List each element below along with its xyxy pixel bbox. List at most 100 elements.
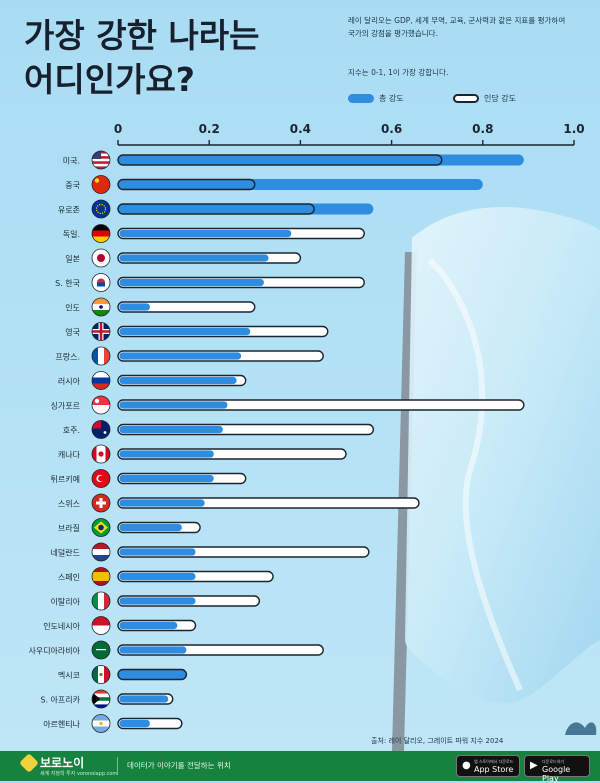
play-icon: ▶ (530, 760, 538, 771)
flag-icon-tr (92, 469, 110, 488)
flag-icon-gb (92, 322, 110, 341)
category-label: 러시아 (58, 376, 81, 386)
flag-icon-au (92, 420, 110, 439)
bar-total (119, 719, 150, 728)
legend-label-per-capita: 인당 강도 (484, 94, 516, 103)
flag-icon-ca (92, 445, 110, 463)
bar-total (119, 376, 237, 385)
flag-icon-us (92, 151, 110, 169)
bar-per-capita (117, 203, 315, 215)
x-tick-label: 0.4 (290, 122, 311, 136)
category-label: 튀르키예 (51, 474, 80, 484)
flag-outline (91, 322, 111, 341)
flag-outline (91, 248, 111, 268)
category-label: 싱가포르 (51, 401, 80, 411)
flag-icon-fr (92, 347, 110, 365)
bar-total (119, 597, 196, 605)
source-note: 출처: 레이 달리오, 그레이트 파워 지수 2024 (371, 737, 504, 745)
x-tick-label: 0.6 (381, 122, 402, 136)
bar-total (119, 425, 223, 434)
flag-icon-cn (92, 175, 110, 194)
bar-total (119, 352, 242, 360)
flag-outline (91, 542, 111, 562)
bar-total (119, 303, 150, 311)
flag-outline (91, 714, 111, 733)
flag-outline (91, 224, 111, 243)
bar-per-capita (117, 154, 443, 166)
category-label: S. 한국 (55, 279, 80, 288)
scale-note: 지수는 0-1, 1이 가장 강합니다. (348, 68, 449, 77)
app-store-label: App Store (474, 765, 514, 774)
flag-outline (91, 150, 111, 170)
flag-icon-jp (92, 249, 110, 267)
bar-total (119, 278, 264, 287)
category-label: 이탈리아 (51, 597, 81, 607)
legend-item-total: 총 강도 (348, 93, 404, 104)
flag-outline (91, 175, 111, 194)
methodology-note: 레이 달리오는 GDP, 세계 무역, 교육, 군사력과 같은 지표를 평가하여… (348, 14, 588, 40)
flag-icon-id (92, 616, 110, 635)
category-label: 브라질 (58, 524, 80, 533)
flag-outline (91, 371, 111, 390)
flag-icon-sg (92, 396, 110, 414)
category-label: 인도 (65, 303, 80, 313)
flag-outline (91, 444, 111, 464)
app-store-button[interactable]: ● 앱 스토어에서 다운로드 App Store (456, 755, 520, 777)
brand-name: 보로노이 (40, 756, 85, 770)
bar-total (119, 327, 251, 336)
flag-outline (91, 297, 111, 317)
category-label: 사우디아라비아 (28, 646, 80, 656)
category-label: 프랑스. (55, 352, 80, 362)
flag-icon-it (92, 592, 110, 610)
category-label: 캐나다 (58, 451, 81, 460)
flag-icon-eu (92, 200, 110, 218)
flag-outline (91, 346, 111, 366)
category-label: 미국. (63, 157, 80, 166)
legend-label-total: 총 강도 (379, 94, 404, 103)
flag-outline (91, 591, 111, 611)
flag-icon-nl (92, 543, 110, 561)
x-tick-label: 1.0 (563, 122, 584, 136)
bar-per-capita (117, 178, 256, 191)
flag-icon-za (92, 690, 110, 708)
bar-total (119, 229, 292, 238)
bar-per-capita (117, 668, 188, 681)
bar-total (119, 621, 178, 630)
bar-total (119, 450, 214, 458)
legend-swatch-total (348, 94, 374, 103)
x-tick-label: 0 (114, 122, 122, 136)
flag-outline (91, 665, 111, 684)
flag-icon-ch (92, 494, 110, 512)
bar-per-capita (117, 301, 256, 313)
flag-outline (91, 469, 111, 488)
category-label: 스페인 (58, 572, 80, 582)
flag-outline (91, 567, 111, 586)
flag-icon-de (92, 224, 110, 243)
category-label: 아르헨티나 (43, 719, 80, 729)
title-line-1: 가장 강한 나라는 (24, 16, 260, 55)
category-label: 스위스 (58, 500, 80, 509)
white-flag-background (392, 206, 600, 751)
bar-total (119, 254, 269, 262)
x-tick-label: 0.2 (199, 122, 220, 136)
category-label: 유로존 (58, 206, 80, 215)
legend-item-per-capita: 인당 강도 (453, 93, 516, 104)
category-label: 중국 (65, 181, 80, 190)
flag-icon-es (92, 567, 110, 586)
flag-icon-br (92, 518, 110, 537)
flag-outline (91, 616, 111, 635)
google-play-label: Google Play (542, 765, 571, 783)
page-title: 가장 강한 나라는 어디인가요? (24, 14, 260, 102)
flag-icon-in (92, 298, 110, 316)
category-label: 네덜란드 (51, 548, 80, 558)
flag-outline (91, 518, 111, 537)
legend-swatch-per-capita (453, 94, 479, 103)
flag-outline (91, 689, 111, 709)
flag-icon-kr (92, 273, 110, 292)
bar-total (119, 523, 182, 532)
note-line-1: 레이 달리오는 GDP, 세계 무역, 교육, 군사력과 같은 지표를 평가하여 (348, 16, 566, 25)
note-line-2: 국가의 강점을 평가했습니다. (348, 29, 438, 38)
google-play-button[interactable]: ▶ 다운로드하기 Google Play (524, 755, 590, 783)
category-label: 멕시코 (58, 670, 80, 680)
